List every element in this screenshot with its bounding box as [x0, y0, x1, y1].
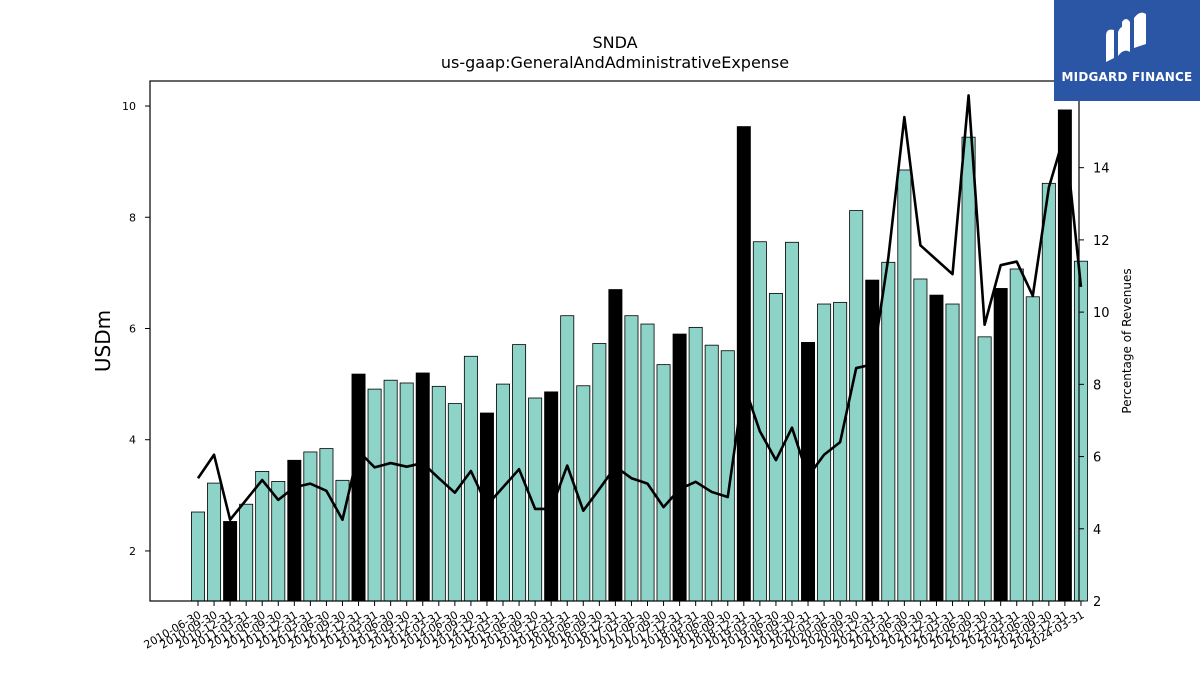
y2-axis-label: Percentage of Revenues	[1120, 268, 1134, 413]
bar	[736, 126, 751, 602]
y2-tick-label: 2	[1093, 595, 1101, 610]
midgard-logo: MIDGARD FINANCE	[1054, 0, 1200, 101]
bar	[399, 382, 414, 602]
y-tick-label: 4	[129, 434, 136, 447]
x-axis-ticks: 2010-06-302010-09-302010-12-312011-03-31…	[142, 601, 1086, 652]
line-path	[196, 94, 1083, 522]
bar	[849, 210, 864, 602]
bar	[977, 336, 992, 602]
bar	[833, 301, 848, 602]
bar	[592, 343, 607, 602]
bar	[720, 350, 735, 602]
bar	[993, 288, 1008, 602]
bar	[383, 379, 398, 602]
y2-tick-label: 10	[1093, 306, 1110, 321]
bar	[881, 261, 896, 602]
y-tick-label: 2	[129, 545, 136, 558]
bar	[239, 503, 254, 602]
bar	[768, 293, 783, 602]
bar	[207, 482, 222, 602]
bar	[1025, 296, 1040, 602]
bar	[913, 278, 928, 602]
bar	[287, 459, 302, 602]
y2-tick-label: 14	[1093, 162, 1110, 177]
bar	[640, 323, 655, 602]
y2-tick-label: 4	[1093, 523, 1101, 538]
bar	[1009, 268, 1024, 602]
chart-subtitle: us-gaap:GeneralAndAdministrativeExpense	[441, 53, 789, 72]
chart-title: SNDA	[592, 33, 637, 52]
line-series	[196, 94, 1083, 522]
bar	[319, 448, 334, 602]
bar-series	[191, 109, 1088, 602]
bar	[672, 333, 687, 602]
logo-text: MIDGARD FINANCE	[1061, 70, 1193, 84]
bar	[1041, 182, 1056, 602]
y-axis-label: USDm	[91, 310, 115, 372]
bar	[785, 241, 799, 602]
bar	[656, 364, 671, 602]
bar	[929, 294, 944, 602]
bar	[945, 303, 960, 602]
bar	[223, 521, 238, 602]
bar	[624, 315, 639, 602]
y2-tick-label: 8	[1093, 378, 1101, 393]
midgard-logo-icon	[1106, 12, 1146, 63]
bar	[191, 511, 205, 602]
y2-tick-label: 6	[1093, 451, 1101, 466]
bar	[447, 403, 462, 602]
bar	[367, 388, 382, 602]
bar	[431, 385, 446, 602]
y2-tick-label: 12	[1093, 234, 1110, 249]
bar	[255, 471, 270, 602]
y2-axis-ticks: 2 4 6 8 10 12 14	[1079, 162, 1110, 610]
y-tick-label: 8	[129, 211, 136, 224]
bar	[704, 344, 719, 602]
y-tick-label: 10	[122, 100, 136, 113]
bar	[351, 373, 366, 602]
bar	[560, 315, 575, 602]
bar	[415, 372, 430, 602]
bar	[576, 385, 591, 602]
bar	[479, 412, 494, 602]
bar	[688, 326, 703, 602]
bar	[961, 136, 976, 602]
bar	[303, 451, 318, 602]
y-axis-ticks: 2 4 6 8 10	[122, 100, 150, 558]
bar	[608, 289, 623, 602]
y-tick-label: 6	[129, 322, 136, 335]
bar	[897, 169, 912, 602]
plot-frame	[149, 80, 1080, 602]
